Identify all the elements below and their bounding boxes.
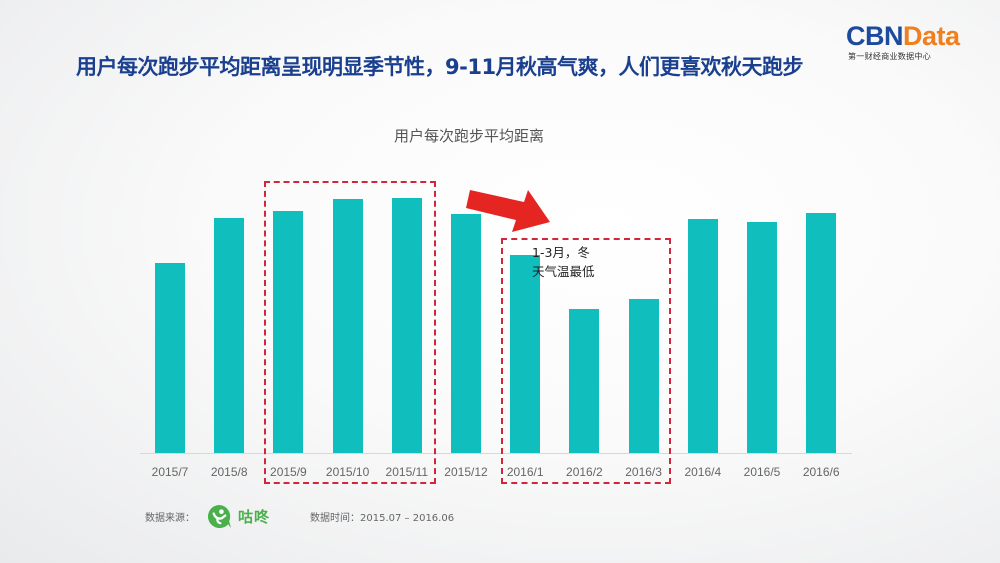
x-axis-line <box>140 453 852 454</box>
bar-2015-12 <box>451 214 481 453</box>
bar-2015-8 <box>214 218 245 453</box>
x-label: 2015/7 <box>151 465 189 479</box>
headline: 用户每次跑步平均距离呈现明显季节性，9-11月秋高气爽，人们更喜欢秋天跑步 <box>76 55 804 79</box>
logo-cbn: CBN <box>846 21 904 51</box>
gudong-logo-icon <box>208 504 232 528</box>
autumn-highlight-box <box>264 181 436 484</box>
x-label: 2015/8 <box>210 465 248 479</box>
x-label: 2015/10 <box>325 465 370 479</box>
source-name: 咕咚 <box>238 507 271 526</box>
bar-2015-7 <box>155 263 185 453</box>
bar-2016-2 <box>569 309 600 453</box>
logo-data: Data <box>903 21 960 51</box>
winter-annotation: 1-3月，冬 天气温最低 <box>532 243 642 281</box>
x-label: 2015/11 <box>385 465 429 479</box>
x-label: 2016/4 <box>684 465 722 479</box>
bar-2015-10 <box>332 199 363 453</box>
bar-2016-6 <box>806 213 837 453</box>
bar-2016-3 <box>628 299 659 453</box>
bar-2016-5 <box>747 222 777 453</box>
bar-2016-1 <box>510 255 541 453</box>
bar-chart-plot-area <box>140 160 852 454</box>
winter-highlight-box <box>501 238 671 484</box>
x-label: 2016/2 <box>566 465 603 479</box>
x-label: 2016/6 <box>802 465 840 479</box>
data-time-label: 数据时间：2015.07 – 2016.06 <box>310 512 455 524</box>
logo-subtitle: 第一财经商业数据中心 <box>848 52 931 61</box>
x-label: 2016/5 <box>743 465 781 479</box>
cbndata-logo: CBNData 第一财经商业数据中心 <box>846 22 976 62</box>
annotation-line-2: 天气温最低 <box>532 264 595 279</box>
x-label: 2015/9 <box>270 465 307 479</box>
red-arrow-icon <box>466 190 550 232</box>
footer: 数据来源： 咕咚 数据时间：2015.07 – 2016.06 <box>145 500 454 532</box>
source-label: 数据来源： <box>145 512 195 524</box>
chart-title: 用户每次跑步平均距离 <box>393 127 544 145</box>
x-label: 2016/1 <box>506 465 544 479</box>
bar-2015-9 <box>273 211 304 453</box>
annotation-line-1: 1-3月，冬 <box>532 245 590 260</box>
x-label: 2015/12 <box>444 465 488 479</box>
bar-2016-4 <box>687 219 718 453</box>
x-label: 2016/3 <box>625 465 662 479</box>
bar-2015-11 <box>391 198 422 453</box>
